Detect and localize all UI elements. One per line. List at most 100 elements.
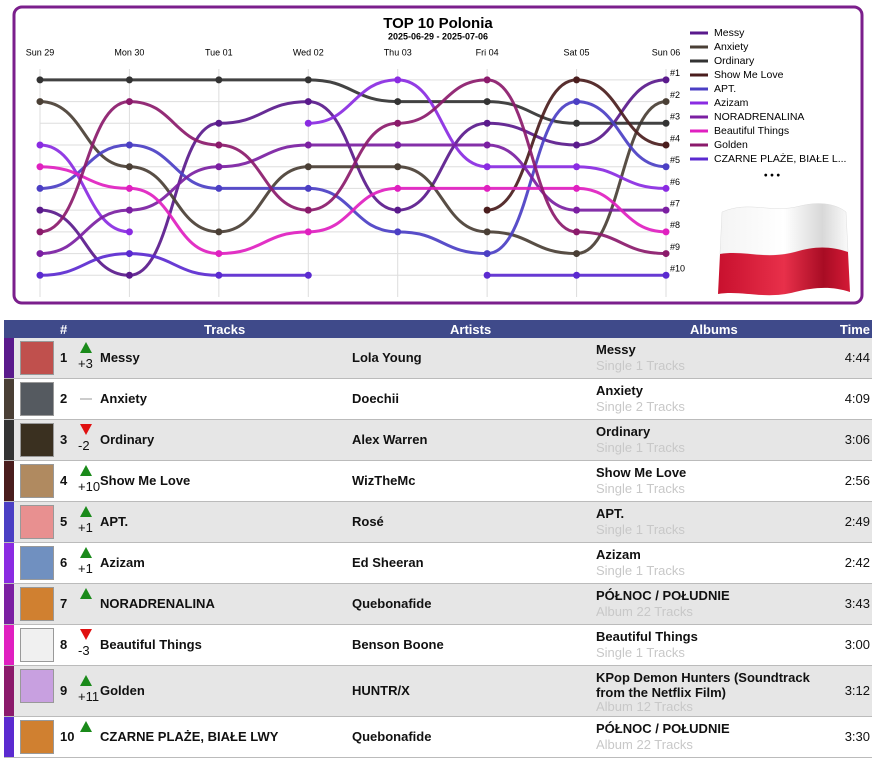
rank: 6	[60, 555, 68, 570]
y-tick-label: #2	[670, 90, 680, 100]
x-tick-label: Thu 03	[384, 47, 412, 57]
trend-indicator	[80, 675, 92, 686]
chart-subtitle: 2025-06-29 - 2025-07-06	[388, 31, 488, 41]
row-color-strip	[4, 338, 14, 378]
x-tick-label: Tue 01	[205, 47, 233, 57]
table-row: 6 +1 Azizam Ed Sheeran Azizam Single 1 Tracks…	[4, 543, 872, 584]
rank-dot	[125, 271, 133, 279]
rank-dot	[483, 163, 491, 171]
track-title: Ordinary	[100, 432, 155, 447]
x-tick-label: Sun 06	[652, 47, 681, 57]
artist-name: Ed Sheeran	[352, 555, 424, 570]
track-title: Beautiful Things	[100, 637, 202, 652]
rank-change: +10	[78, 479, 101, 494]
track-time: 4:09	[844, 391, 870, 406]
album-art	[20, 505, 54, 539]
rank-dot	[573, 228, 581, 236]
track-title: Anxiety	[100, 391, 147, 406]
legend-label: Ordinary	[714, 55, 755, 67]
legend-label: CZARNE PLAŻE, BIAŁE L...	[714, 152, 846, 165]
series-line	[38, 143, 668, 256]
table-header: # Tracks Artists Albums Time	[4, 320, 872, 338]
column-header: #	[60, 322, 68, 337]
album-info: Album 22 Tracks	[596, 604, 693, 619]
trend-indicator	[80, 721, 92, 732]
rank-dot	[483, 206, 491, 214]
track-time: 3:06	[844, 432, 870, 447]
rank-dot	[215, 119, 223, 127]
track-title: Show Me Love	[100, 473, 191, 488]
row-color-strip	[4, 625, 14, 665]
rank-dot	[573, 184, 581, 192]
rank-dot	[215, 163, 223, 171]
rank-dot	[36, 228, 44, 236]
rank-dot	[483, 228, 491, 236]
table-row: 10 CZARNE PLAŻE, BIAŁE LWY Quebonafide PÓŁN…	[4, 717, 872, 758]
album-art	[20, 423, 54, 457]
rank-dot	[36, 98, 44, 106]
rank-dot	[304, 163, 312, 171]
album-art	[20, 382, 54, 416]
album-art	[20, 341, 54, 375]
track-time: 3:00	[844, 637, 870, 652]
artist-name: Benson Boone	[352, 637, 444, 652]
table-row: 9 +11 Golden HUNTR/X KPop Demon Hunters (Sou…	[4, 666, 872, 717]
rank-dot	[394, 119, 402, 127]
column-header: Tracks	[204, 322, 246, 337]
rank-change: +1	[78, 520, 93, 535]
album-art	[20, 546, 54, 580]
table-row: 7 NORADRENALINA Quebonafide PÓŁNOC / POŁUDN…	[4, 584, 872, 625]
rank-dot	[394, 184, 402, 192]
table-row: 1 +3 Messy Lola Young Messy Single 1 Tracks 4:…	[4, 338, 872, 379]
y-tick-label: #4	[670, 133, 680, 143]
row-color-strip	[4, 461, 14, 501]
track-time: 2:49	[844, 514, 870, 529]
row-color-strip	[4, 543, 14, 583]
rank-dot	[573, 250, 581, 258]
track-time: 3:30	[844, 729, 870, 744]
rank-dot	[573, 206, 581, 214]
rank: 7	[60, 596, 68, 611]
rank-dot	[662, 250, 670, 258]
row-color-strip	[4, 717, 14, 757]
rank-dot	[483, 250, 491, 258]
rank: 10	[60, 729, 75, 744]
y-tick-label: #1	[670, 68, 680, 78]
rank-dot	[573, 271, 581, 279]
rank-dot	[662, 206, 670, 214]
rank-dot	[36, 141, 44, 149]
x-tick-label: Sat 05	[564, 47, 590, 57]
rank-dot	[394, 76, 402, 84]
rank-dot	[394, 206, 402, 214]
legend-label: Beautiful Things	[714, 125, 789, 137]
album-art	[20, 628, 54, 662]
column-header: Artists	[450, 322, 492, 337]
album-info: Single 1 Tracks	[596, 481, 685, 496]
column-header: Albums	[690, 322, 738, 337]
legend-label: Anxiety	[714, 41, 749, 53]
x-tick-label: Fri 04	[476, 47, 499, 57]
flag	[718, 203, 850, 296]
rank-dot	[304, 141, 312, 149]
rank-dot	[125, 184, 133, 192]
rank: 4	[60, 473, 68, 488]
trend-indicator	[80, 342, 92, 353]
series-line	[38, 78, 668, 125]
rank-dot	[215, 271, 223, 279]
album-title: Messy	[596, 342, 636, 357]
rank-dot	[36, 184, 44, 192]
y-tick-label: #10	[670, 264, 685, 274]
rank-dot	[304, 228, 312, 236]
rank-dot	[215, 76, 223, 84]
table-row: 8 -3 Beautiful Things Benson Boone Beautiful…	[4, 625, 872, 666]
rank-dot	[483, 184, 491, 192]
rank-dot	[483, 141, 491, 149]
trend-indicator	[80, 398, 92, 400]
row-color-strip	[4, 584, 14, 624]
rank-dot	[573, 119, 581, 127]
rank-dot	[125, 98, 133, 106]
rank-change: -2	[78, 438, 90, 453]
column-header: Time	[839, 322, 870, 337]
rank-dot	[662, 163, 670, 171]
rank-dot	[125, 250, 133, 258]
